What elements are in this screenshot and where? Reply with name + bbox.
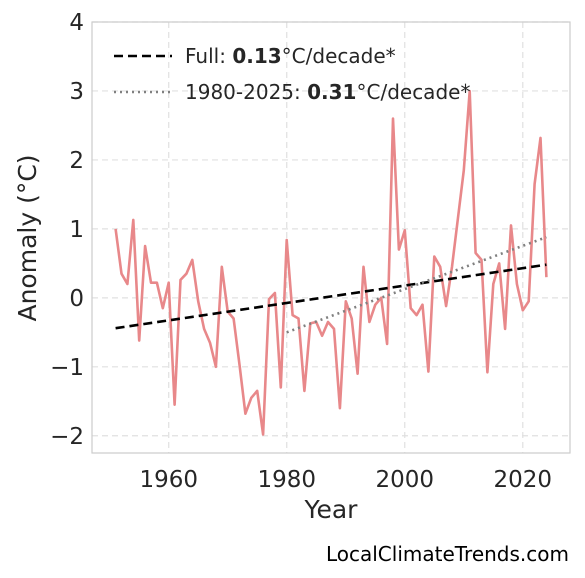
recent-trend-line bbox=[286, 235, 547, 334]
anomaly-series-line bbox=[114, 89, 548, 436]
plot-series bbox=[114, 89, 548, 436]
y-tick-label: 3 bbox=[69, 79, 84, 105]
legend: Full: 0.13°C/decade* 1980-2025: 0.31°C/d… bbox=[114, 44, 470, 104]
y-tick-label: −2 bbox=[50, 424, 84, 450]
legend-1980-2025-name: 1980-2025 bbox=[185, 80, 294, 104]
legend-1980-2025-trend: 0.31 bbox=[307, 80, 356, 104]
legend-entry-full: Full: 0.13°C/decade* bbox=[185, 44, 396, 68]
full-trend-line bbox=[115, 263, 547, 330]
x-tick-label: 1960 bbox=[139, 467, 198, 493]
y-tick-label: 1 bbox=[69, 217, 84, 243]
legend-1980-2025-unit: °C/decade* bbox=[356, 80, 470, 104]
plot-frame bbox=[91, 21, 571, 454]
watermark-text: LocalClimateTrends.com bbox=[325, 542, 569, 566]
legend-entry-1980-2025: 1980-2025: 0.31°C/decade* bbox=[185, 80, 470, 104]
tick-labels: 1960 1980 2000 2020 −2 −1 0 1 2 3 4 bbox=[50, 10, 552, 493]
legend-full-unit: °C/decade* bbox=[282, 44, 396, 68]
legend-full-trend: 0.13 bbox=[232, 44, 281, 68]
x-tick-label: 1980 bbox=[257, 467, 316, 493]
legend-full-name: Full bbox=[185, 44, 219, 68]
y-tick-label: −1 bbox=[50, 355, 84, 381]
y-tick-label: 2 bbox=[69, 148, 84, 174]
x-tick-label: 2000 bbox=[375, 467, 434, 493]
y-tick-label: 4 bbox=[69, 10, 84, 36]
x-axis-title: Year bbox=[304, 495, 359, 524]
x-tick-label: 2020 bbox=[494, 467, 553, 493]
y-tick-label: 0 bbox=[69, 286, 84, 312]
y-axis-title: Anomaly (°C) bbox=[13, 154, 42, 321]
